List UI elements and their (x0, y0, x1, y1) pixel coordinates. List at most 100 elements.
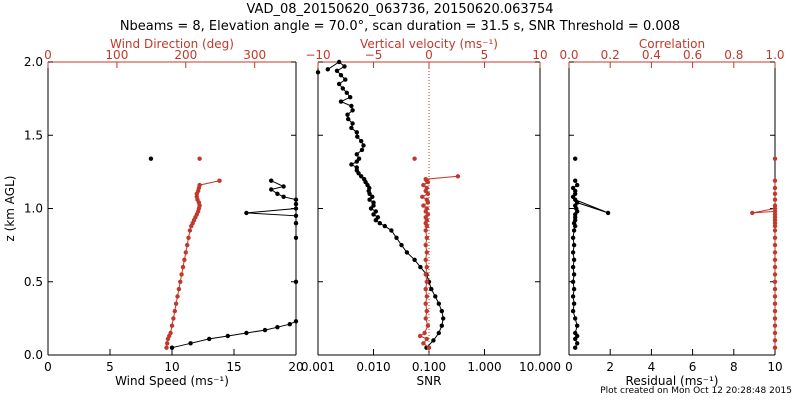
data-point-black (269, 187, 274, 192)
x-axis-label: Residual (ms⁻¹) (626, 374, 719, 388)
data-point-red (179, 272, 184, 277)
data-point-black (573, 330, 578, 336)
x-tick-label: 4 (648, 360, 656, 374)
data-point-black (571, 286, 577, 292)
data-point-red (185, 242, 190, 248)
data-point-red (423, 177, 428, 182)
data-point-red (772, 228, 778, 233)
data-point-red (424, 185, 429, 191)
data-point-red (217, 178, 222, 183)
data-point-black (354, 152, 359, 157)
top-x-axis-label: Correlation (639, 37, 705, 51)
data-point-black (355, 134, 360, 139)
data-point-black (368, 206, 374, 211)
data-point-red (772, 272, 778, 277)
top-x-tick-label: 0.4 (642, 48, 661, 62)
data-point-red (772, 294, 778, 299)
y-tick-label: 0.0 (24, 348, 43, 362)
data-point-red (417, 333, 423, 339)
series-line-black (171, 180, 297, 349)
data-point-black (573, 156, 578, 161)
data-point-black (343, 77, 348, 82)
data-point-black (148, 156, 154, 161)
data-point-black (571, 242, 577, 248)
data-point-black (188, 341, 193, 346)
y-tick-label: 0.5 (24, 275, 43, 289)
data-point-black (570, 250, 576, 255)
data-point-black (439, 323, 444, 328)
data-point-red (772, 279, 778, 284)
data-point-red (168, 330, 173, 336)
data-point-red (424, 279, 429, 284)
data-point-red (424, 336, 429, 342)
data-point-red (178, 279, 183, 284)
data-point-red (772, 235, 778, 240)
data-point-black (346, 116, 351, 122)
data-point-red (772, 323, 778, 328)
data-point-red (772, 257, 778, 262)
data-point-red (772, 345, 778, 350)
data-point-black (570, 279, 576, 284)
data-point-black (362, 177, 367, 182)
data-point-red (423, 286, 428, 292)
data-point-black (338, 99, 344, 104)
top-x-tick-label: 100 (105, 48, 128, 62)
data-point-black (354, 130, 359, 135)
data-point-black (293, 235, 299, 240)
x-tick-label: 8 (730, 360, 738, 374)
data-point-red (424, 264, 429, 270)
data-point-red (173, 301, 179, 306)
y-tick-label: 1.0 (24, 202, 43, 216)
data-point-black (349, 162, 354, 167)
top-x-axis-label: Vertical velocity (ms⁻¹) (360, 37, 498, 51)
data-point-red (772, 308, 778, 314)
data-point-red (772, 286, 778, 292)
data-point-red (772, 301, 778, 306)
top-x-tick-label: 1.0 (765, 48, 784, 62)
data-point-red (772, 203, 778, 208)
data-point-red (187, 228, 193, 233)
data-point-black (350, 108, 355, 113)
data-point-red (424, 235, 429, 240)
data-point-red (412, 156, 417, 161)
data-point-black (344, 90, 349, 96)
data-point-red (423, 228, 428, 233)
data-point-red (421, 203, 426, 208)
data-point-red (772, 185, 778, 191)
y-tick-label: 2.0 (24, 55, 43, 69)
data-point-red (180, 264, 186, 270)
data-point-black (287, 322, 292, 327)
data-point-black (293, 279, 299, 284)
top-x-tick-label: −5 (365, 48, 383, 62)
data-point-black (293, 201, 299, 207)
data-point-black (336, 59, 342, 65)
data-point-black (570, 308, 576, 314)
data-point-red (420, 194, 425, 199)
data-point-black (293, 319, 299, 324)
data-point-black (350, 121, 355, 126)
top-x-tick-label: 0.8 (724, 48, 743, 62)
top-x-tick-label: −10 (305, 48, 330, 62)
data-point-red (772, 264, 778, 270)
data-point-black (340, 86, 345, 91)
data-point-black (575, 341, 580, 346)
data-point-red (186, 235, 191, 240)
top-x-tick-label: 0 (44, 48, 52, 62)
data-point-black (367, 197, 372, 202)
series-line-red (752, 180, 776, 348)
data-point-black (359, 174, 364, 179)
x-tick-label: 0.001 (301, 360, 335, 374)
chart-subtitle: Nbeams = 8, Elevation angle = 70.0°, sca… (119, 19, 681, 34)
data-point-black (570, 235, 576, 240)
x-tick-label: 10 (164, 360, 179, 374)
data-point-black (315, 70, 321, 75)
data-point-black (575, 182, 580, 188)
top-x-tick-label: 5 (481, 48, 489, 62)
data-point-black (359, 138, 364, 144)
x-tick-label: 0.010 (356, 360, 390, 374)
top-x-axis-label: Wind Direction (deg) (110, 37, 234, 51)
data-point-red (423, 301, 428, 306)
data-point-red (182, 257, 187, 262)
x-tick-label: 10.000 (519, 360, 561, 374)
